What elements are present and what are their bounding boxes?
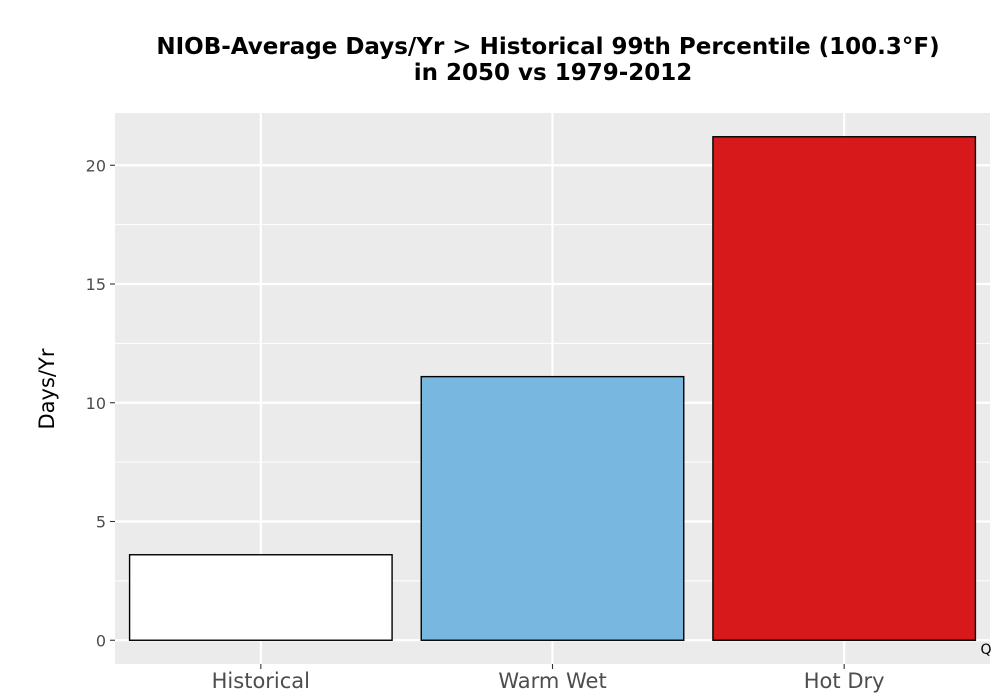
bar-hot-dry bbox=[712, 136, 977, 641]
x-tick-label: Historical bbox=[212, 669, 310, 693]
y-tick-label: 0 bbox=[96, 631, 106, 650]
x-tick-label: Warm Wet bbox=[498, 669, 606, 693]
chart-title-line-2: in 2050 vs 1979-2012 bbox=[414, 60, 693, 86]
bar-historical bbox=[128, 554, 393, 641]
chart-title-line-1: NIOB-Average Days/Yr > Historical 99th P… bbox=[156, 34, 939, 60]
y-tick-label: 10 bbox=[86, 394, 106, 413]
y-tick-label: 5 bbox=[96, 513, 106, 532]
bar-warm-wet bbox=[420, 375, 685, 641]
bars bbox=[128, 136, 977, 641]
y-axis-ticks: 0 5 10 15 20 bbox=[86, 156, 115, 650]
y-tick-label: 15 bbox=[86, 275, 106, 294]
x-axis-ticks: Historical Warm Wet Hot Dry bbox=[212, 664, 885, 693]
x-tick-label: Hot Dry bbox=[804, 669, 885, 693]
y-axis-title: Days/Yr bbox=[35, 348, 59, 429]
corner-mark: Q bbox=[980, 642, 991, 658]
y-tick-label: 20 bbox=[86, 156, 106, 175]
